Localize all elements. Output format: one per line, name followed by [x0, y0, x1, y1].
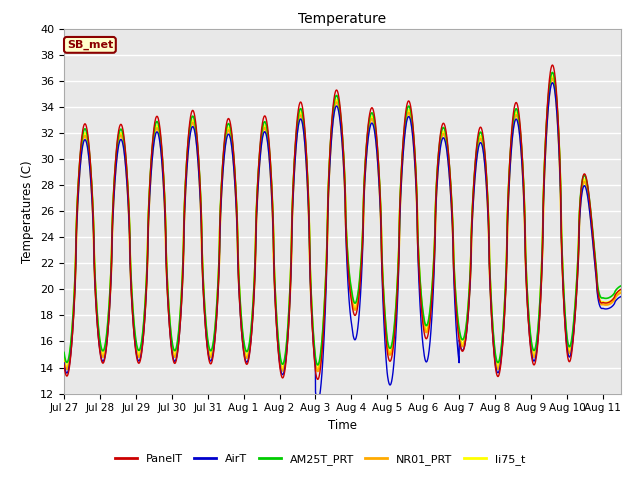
Text: SB_met: SB_met [67, 40, 113, 50]
Y-axis label: Temperatures (C): Temperatures (C) [22, 160, 35, 263]
X-axis label: Time: Time [328, 419, 357, 432]
Title: Temperature: Temperature [298, 12, 387, 26]
Legend: PanelT, AirT, AM25T_PRT, NR01_PRT, li75_t: PanelT, AirT, AM25T_PRT, NR01_PRT, li75_… [111, 450, 529, 469]
